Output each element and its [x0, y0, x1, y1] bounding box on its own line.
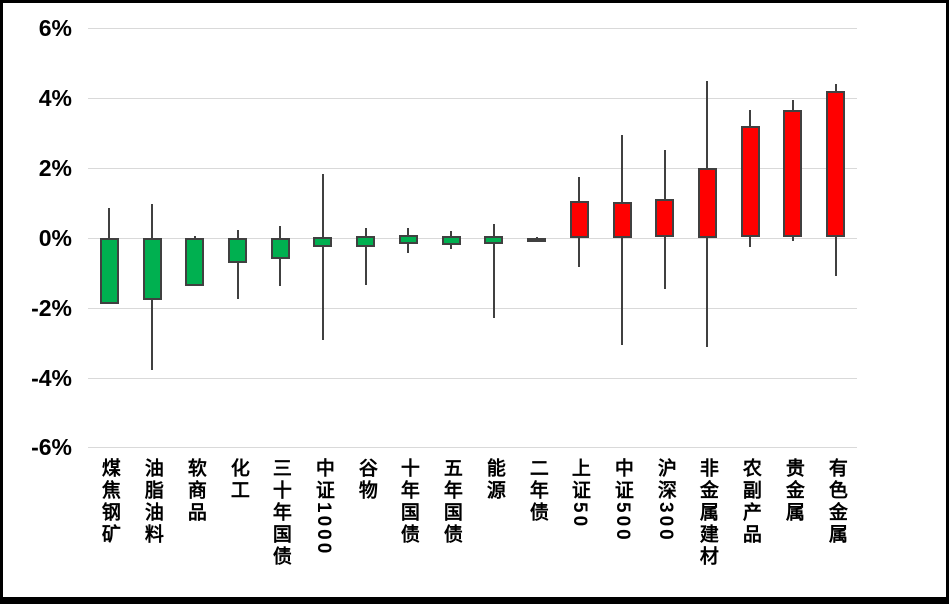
gridline [88, 28, 857, 29]
y-axis-tick-label: -6% [31, 434, 72, 460]
candle-body [399, 235, 418, 244]
x-axis-category-label: 非金属建材 [696, 458, 718, 568]
candle-body [484, 236, 503, 244]
candle-wick [237, 230, 239, 299]
candle-body [228, 238, 247, 263]
y-axis-tick-label: -2% [31, 295, 72, 321]
x-axis-category-label: 沪深300 [654, 458, 676, 543]
gridline [88, 308, 857, 309]
gridline [88, 447, 857, 448]
candle-body [271, 238, 290, 259]
candle-wick [621, 135, 623, 345]
candle-body [143, 238, 162, 300]
y-axis-tick-label: 6% [38, 15, 72, 41]
candle-body [698, 168, 717, 238]
y-axis-tick-label: 0% [38, 225, 72, 251]
candle-wick [493, 224, 495, 318]
x-axis-category-label: 二年债 [526, 458, 548, 524]
gridline [88, 98, 857, 99]
candle-body [613, 202, 632, 238]
x-axis-category-label: 软商品 [184, 458, 206, 524]
candle-body [570, 201, 589, 238]
x-axis-category-label: 农副产品 [739, 458, 761, 546]
candle-body [783, 110, 802, 237]
x-axis-category-label: 中证1000 [312, 458, 334, 557]
candle-body [185, 238, 204, 286]
x-axis-category-label: 贵金属 [782, 458, 804, 524]
candle-body [655, 199, 674, 237]
x-axis-category-label: 谷物 [355, 458, 377, 502]
candle-body [442, 236, 461, 245]
x-axis-category-label: 三十年国债 [269, 458, 291, 568]
candle-body [741, 126, 760, 237]
candle-body [100, 238, 119, 304]
x-axis-category-label: 煤焦钢矿 [98, 458, 120, 546]
candle-wick [365, 228, 367, 285]
x-axis-category-label: 中证500 [611, 458, 633, 543]
x-axis-category-label: 上证50 [568, 458, 590, 530]
y-axis-tick-label: 4% [38, 85, 72, 111]
candle-body [826, 91, 845, 237]
x-axis-category-label: 五年国债 [440, 458, 462, 546]
candle-body [527, 238, 546, 242]
x-axis-category-label: 十年国债 [397, 458, 419, 546]
y-axis-tick-label: 2% [38, 155, 72, 181]
gridline [88, 168, 857, 169]
x-axis-category-label: 化工 [227, 458, 249, 502]
candle-body [313, 237, 332, 247]
candle-wick [322, 174, 324, 340]
gridline [88, 378, 857, 379]
x-axis-category-label: 能源 [483, 458, 505, 502]
gridline [88, 238, 857, 239]
candle-body [356, 236, 375, 247]
x-axis-category-label: 有色金属 [825, 458, 847, 546]
y-axis-tick-label: -4% [31, 365, 72, 391]
x-axis-category-label: 油脂油料 [141, 458, 163, 546]
